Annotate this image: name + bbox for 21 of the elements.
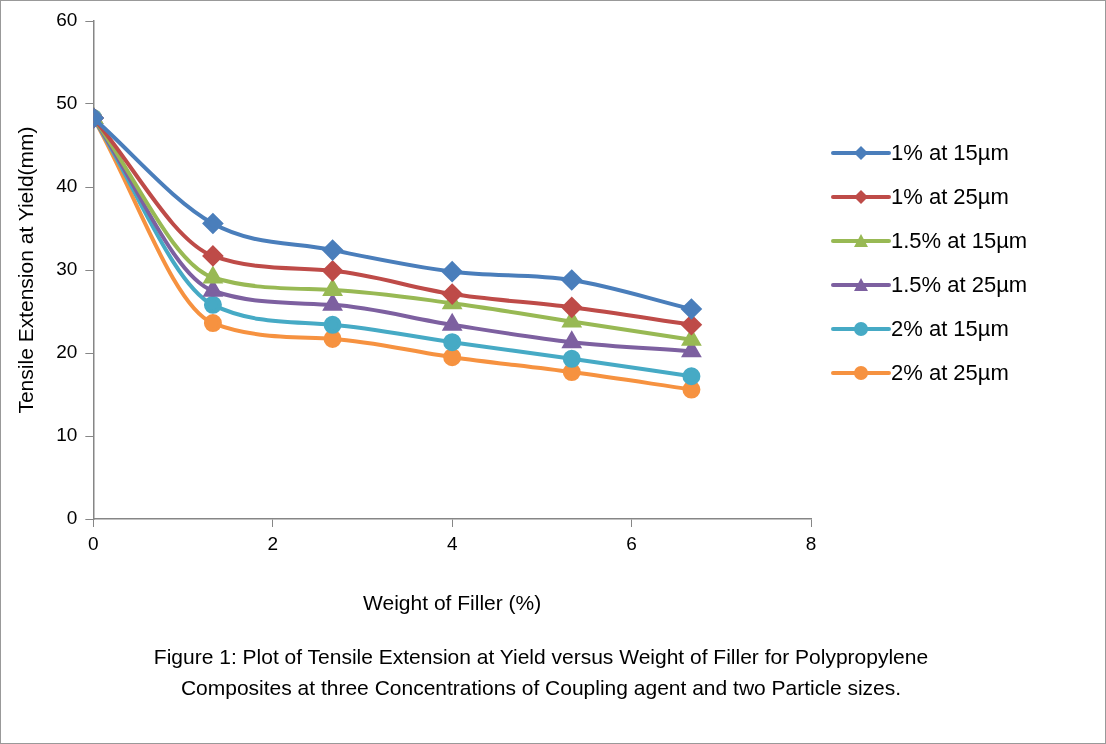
legend-label: 2% at 15µm — [891, 316, 1009, 342]
y-tick-label: 0 — [66, 507, 78, 529]
y-tick-label: 50 — [56, 92, 78, 114]
y-axis-title: Tensile Extension at Yield(mm) — [14, 126, 38, 414]
legend-label: 1% at 25µm — [891, 184, 1009, 210]
legend-label: 1.5% at 15µm — [891, 228, 1028, 254]
y-tick-label: 40 — [56, 175, 78, 197]
legend-label: 2% at 25µm — [891, 360, 1009, 386]
legend-label: 1.5% at 25µm — [891, 272, 1028, 298]
x-tick-label: 6 — [626, 532, 637, 554]
y-tick-label: 10 — [56, 424, 78, 446]
x-tick-label: 8 — [805, 532, 817, 554]
y-tick-label: 60 — [56, 9, 78, 31]
x-tick-label: 0 — [88, 532, 99, 554]
caption: Figure 1: Plot of Tensile Extension at Yield versus Weight of Filler for Polypropylene Composites at three Concentrations of Coupling agent and two Particle sizes. — [152, 644, 930, 701]
x-tick-label: 2 — [267, 532, 279, 554]
x-tick-label: 4 — [446, 532, 458, 554]
x-axis-title: Weight of Filler (%) — [363, 591, 542, 615]
legend-label: 1% at 15µm — [891, 140, 1009, 166]
y-tick-label: 20 — [56, 341, 78, 363]
y-tick-label: 30 — [56, 258, 78, 280]
